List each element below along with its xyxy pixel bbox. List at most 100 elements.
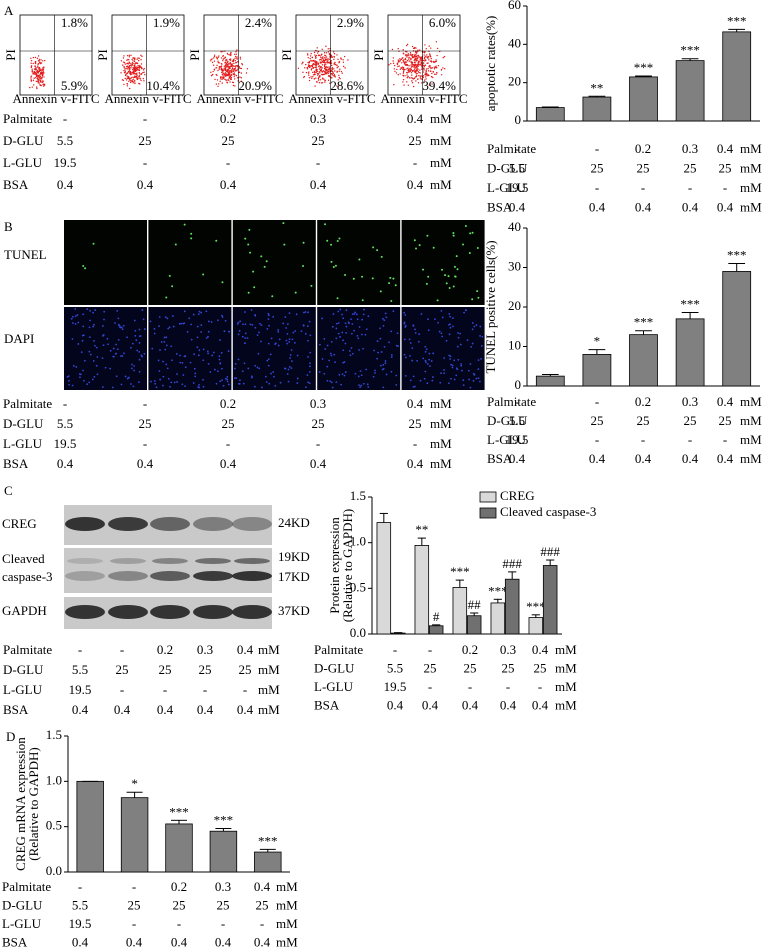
dapi-dot bbox=[221, 379, 223, 382]
dapi-dot bbox=[207, 352, 210, 355]
condition-value: 0.3 bbox=[500, 642, 516, 657]
flow-dot bbox=[224, 65, 227, 67]
flow-dot bbox=[410, 53, 412, 56]
dapi-dot bbox=[200, 324, 203, 327]
flow-dot bbox=[423, 65, 425, 68]
flow-dot bbox=[128, 56, 131, 58]
dapi-dot bbox=[112, 347, 115, 350]
dapi-dot bbox=[274, 343, 276, 345]
condition-value: 0.4 bbox=[509, 199, 526, 214]
flow-dot bbox=[134, 70, 136, 72]
significance: ** bbox=[415, 522, 428, 537]
tunel-dot bbox=[471, 298, 474, 301]
flow-dot bbox=[328, 58, 330, 61]
flow-dot bbox=[214, 78, 216, 81]
dapi-dot bbox=[120, 355, 122, 357]
flow-dot bbox=[408, 54, 410, 56]
condition-value: 19.5 bbox=[54, 436, 77, 451]
tunel-dot bbox=[344, 274, 347, 277]
flow-dot bbox=[399, 68, 402, 71]
flow-dot bbox=[141, 67, 143, 69]
condition-value: 5.5 bbox=[57, 133, 73, 148]
dapi-dot bbox=[277, 329, 280, 331]
flow-dot bbox=[309, 58, 311, 60]
flow-dot bbox=[213, 54, 216, 56]
flow-dot bbox=[235, 62, 237, 64]
condition-value: 0.4 bbox=[137, 456, 154, 471]
condition-value: 0.4 bbox=[717, 451, 734, 466]
flow-dot bbox=[404, 64, 407, 66]
flow-dot bbox=[125, 79, 128, 81]
dapi-dot bbox=[220, 367, 223, 370]
condition-unit: mM bbox=[258, 682, 280, 697]
condition-name: Palmitate bbox=[2, 879, 51, 894]
dapi-dot bbox=[88, 326, 91, 329]
condition-value: 25 bbox=[684, 413, 697, 428]
significance: *** bbox=[680, 297, 700, 312]
bar bbox=[376, 522, 392, 635]
dapi-dot bbox=[307, 311, 310, 314]
flow-dot bbox=[222, 75, 224, 77]
dapi-dot bbox=[443, 372, 446, 375]
quadrant-label: 2.4% bbox=[245, 15, 272, 30]
flow-dot bbox=[39, 74, 41, 76]
flow-dot bbox=[391, 48, 394, 51]
flow-dot bbox=[224, 72, 226, 74]
dapi-dot bbox=[138, 350, 141, 353]
dapi-dot bbox=[447, 382, 450, 385]
flow-dot bbox=[403, 61, 405, 63]
flow-dot bbox=[233, 78, 236, 80]
flow-dot bbox=[424, 55, 427, 57]
bar bbox=[535, 375, 565, 387]
flow-dot bbox=[316, 47, 318, 49]
dapi-dot bbox=[285, 339, 288, 342]
flow-dot bbox=[131, 58, 133, 61]
flow-dot bbox=[138, 67, 140, 69]
flow-dot bbox=[235, 64, 237, 67]
flow-dot bbox=[217, 56, 219, 59]
dapi-dot bbox=[101, 325, 104, 327]
flow-dot bbox=[236, 49, 238, 51]
dapi-dot bbox=[202, 378, 205, 381]
dapi-dot bbox=[477, 368, 480, 371]
flow-dot bbox=[245, 72, 248, 74]
dapi-dot bbox=[309, 365, 311, 368]
dapi-dot bbox=[403, 311, 406, 314]
flow-dot bbox=[425, 48, 427, 50]
dapi-dot bbox=[273, 375, 275, 378]
flow-dot bbox=[322, 78, 324, 80]
dapi-dot bbox=[351, 323, 354, 325]
dapi-dot bbox=[267, 318, 270, 321]
flow-dot bbox=[419, 64, 422, 66]
flow-dot bbox=[220, 51, 222, 53]
tunel-dot bbox=[202, 273, 205, 276]
flow-dot bbox=[139, 73, 141, 75]
significance: * bbox=[594, 334, 601, 349]
flow-dot bbox=[401, 66, 404, 68]
flow-dot bbox=[414, 58, 416, 61]
flow-dot bbox=[401, 62, 403, 64]
dapi-dot bbox=[86, 383, 88, 386]
condition-value: - bbox=[78, 879, 82, 894]
flow-plot bbox=[19, 14, 93, 96]
flow-dot bbox=[440, 68, 443, 71]
condition-unit: mM bbox=[258, 702, 280, 717]
condition-name: Palmitate bbox=[487, 141, 536, 156]
flow-dot bbox=[313, 66, 315, 69]
flow-dot bbox=[138, 57, 140, 59]
condition-name: BSA bbox=[314, 697, 340, 712]
dapi-dot bbox=[417, 340, 420, 343]
dapi-dot bbox=[261, 386, 263, 389]
tunel-dot bbox=[332, 266, 335, 269]
dapi-dot bbox=[218, 355, 221, 358]
dapi-dot bbox=[437, 321, 439, 324]
dapi-dot bbox=[83, 379, 85, 382]
dapi-dot bbox=[390, 370, 393, 373]
row-label: DAPI bbox=[4, 331, 34, 346]
flow-x-label: Annexin v-FITC bbox=[12, 91, 99, 106]
condition-value: - bbox=[243, 682, 247, 697]
condition-value: - bbox=[723, 432, 727, 447]
flow-dot bbox=[220, 68, 223, 70]
flow-dot bbox=[229, 61, 231, 64]
flow-dot bbox=[321, 53, 323, 55]
